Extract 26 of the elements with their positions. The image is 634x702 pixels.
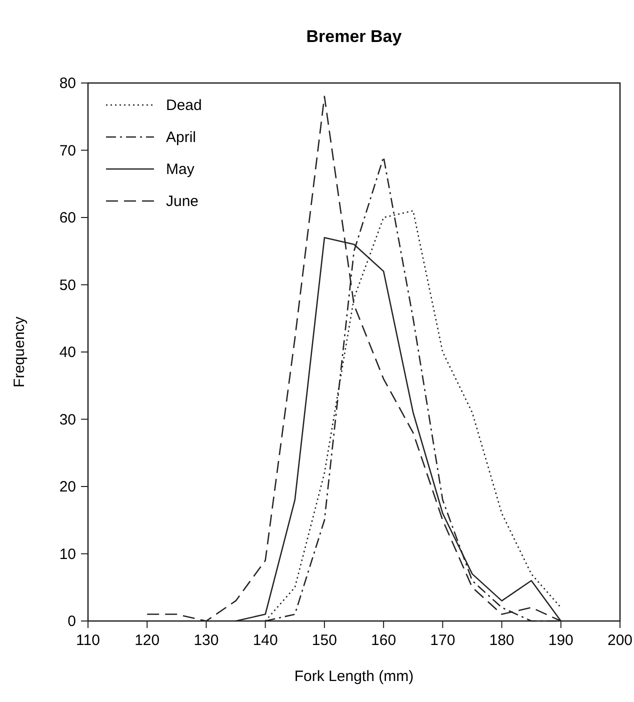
legend-label: May	[166, 161, 195, 178]
y-tick-label: 10	[59, 546, 76, 563]
x-tick-label: 170	[430, 632, 456, 649]
y-tick-label: 20	[59, 478, 76, 496]
x-tick-label: 150	[312, 632, 337, 649]
y-tick-label: 40	[59, 344, 76, 361]
x-tick-label: 200	[607, 632, 633, 649]
chart-title: Bremer Bay	[306, 27, 402, 46]
x-tick-label: 140	[252, 632, 278, 649]
legend-label: June	[166, 193, 199, 210]
y-axis-title: Frequency	[11, 316, 28, 388]
y-tick-label: 0	[68, 613, 76, 630]
x-tick-label: 130	[194, 632, 219, 649]
x-axis-title: Fork Length (mm)	[294, 668, 414, 685]
y-tick-label: 80	[59, 75, 76, 92]
y-tick-label: 70	[59, 142, 76, 160]
y-tick-label: 50	[59, 276, 76, 294]
y-tick-label: 60	[59, 210, 76, 226]
x-tick-label: 180	[489, 632, 514, 649]
legend-label: April	[166, 129, 196, 146]
y-tick-label: 30	[59, 411, 76, 428]
x-tick-label: 160	[371, 632, 396, 649]
x-tick-label: 110	[76, 632, 100, 649]
x-tick-label: 120	[134, 632, 160, 649]
legend-label: Dead	[166, 97, 202, 114]
x-tick-label: 190	[548, 632, 574, 649]
